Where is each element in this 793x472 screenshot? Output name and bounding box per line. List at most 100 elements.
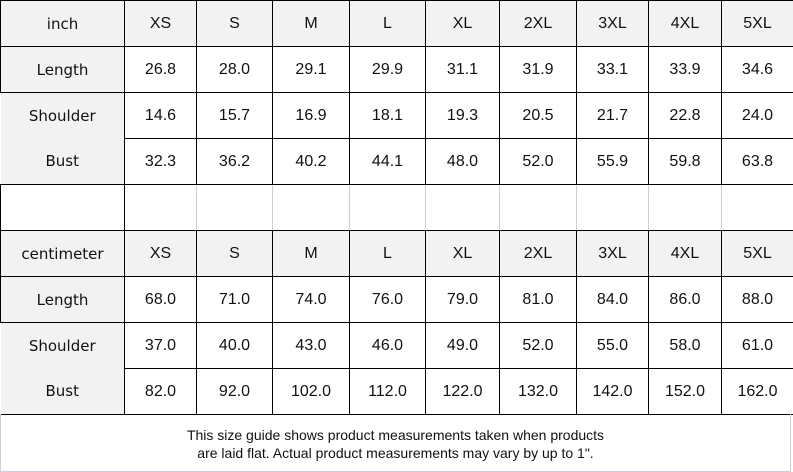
size-guide-note: This size guide shows product measuremen… xyxy=(0,414,791,472)
size-header: XL xyxy=(425,0,500,47)
empty-cell xyxy=(349,184,426,231)
measurement-cell: 15.7 xyxy=(196,92,273,139)
empty-cell xyxy=(272,184,350,231)
measurement-cell: 28.0 xyxy=(196,46,273,93)
measurement-cell: 63.8 xyxy=(721,138,793,185)
measurement-cell: 48.0 xyxy=(425,138,500,185)
measurement-cell: 40.2 xyxy=(272,138,350,185)
measurement-cell: 92.0 xyxy=(196,368,273,415)
measurement-cell: 84.0 xyxy=(576,276,649,323)
empty-cell xyxy=(499,184,577,231)
measurement-cell: 61.0 xyxy=(721,322,793,369)
measurement-cell: 132.0 xyxy=(499,368,577,415)
note-line-1: This size guide shows product measuremen… xyxy=(186,427,605,443)
measurement-cell: 71.0 xyxy=(196,276,273,323)
row-label: Shoulder xyxy=(0,92,125,139)
empty-cell xyxy=(0,184,125,231)
size-header: M xyxy=(272,230,350,277)
measurement-cell: 22.8 xyxy=(648,92,722,139)
empty-cell xyxy=(576,184,649,231)
measurement-cell: 68.0 xyxy=(124,276,197,323)
measurement-cell: 43.0 xyxy=(272,322,350,369)
measurement-cell: 142.0 xyxy=(576,368,649,415)
size-header: L xyxy=(349,0,426,47)
size-header: 4XL xyxy=(648,0,722,47)
measurement-cell: 34.6 xyxy=(721,46,793,93)
size-header: XS xyxy=(124,0,197,47)
measurement-cell: 82.0 xyxy=(124,368,197,415)
size-header: 5XL xyxy=(721,0,793,47)
row-label: Shoulder xyxy=(0,322,125,369)
measurement-cell: 33.1 xyxy=(576,46,649,93)
measurement-cell: 26.8 xyxy=(124,46,197,93)
size-header: XL xyxy=(425,230,500,277)
measurement-cell: 162.0 xyxy=(721,368,793,415)
size-header: XS xyxy=(124,230,197,277)
measurement-cell: 40.0 xyxy=(196,322,273,369)
measurement-cell: 44.1 xyxy=(349,138,426,185)
empty-cell xyxy=(648,184,722,231)
unit-label: centimeter xyxy=(0,230,125,277)
table-row: Length 68.0 71.0 74.0 76.0 79.0 81.0 84.0 86.0 88… xyxy=(0,276,793,323)
measurement-cell: 52.0 xyxy=(499,322,577,369)
measurement-cell: 74.0 xyxy=(272,276,350,323)
measurement-cell: 88.0 xyxy=(721,276,793,323)
measurement-cell: 16.9 xyxy=(272,92,350,139)
measurement-cell: 79.0 xyxy=(425,276,500,323)
empty-cell xyxy=(196,184,273,231)
table-row: Shoulder 37.0 40.0 43.0 46.0 49.0 52.0 55.0 58.0… xyxy=(0,322,793,369)
row-label: Bust xyxy=(0,138,125,185)
row-label: Length xyxy=(0,46,125,93)
size-header: S xyxy=(196,0,273,47)
measurement-cell: 102.0 xyxy=(272,368,350,415)
measurement-cell: 86.0 xyxy=(648,276,722,323)
measurement-cell: 36.2 xyxy=(196,138,273,185)
size-header: L xyxy=(349,230,426,277)
empty-cell xyxy=(721,184,793,231)
measurement-cell: 122.0 xyxy=(425,368,500,415)
measurement-cell: 55.0 xyxy=(576,322,649,369)
measurement-cell: 49.0 xyxy=(425,322,500,369)
table-row: Shoulder 14.6 15.7 16.9 18.1 19.3 20.5 21.7 22.8… xyxy=(0,92,793,139)
measurement-cell: 81.0 xyxy=(499,276,577,323)
measurement-cell: 152.0 xyxy=(648,368,722,415)
measurement-cell: 112.0 xyxy=(349,368,426,415)
measurement-cell: 24.0 xyxy=(721,92,793,139)
note-line-2: are laid flat. Actual product measuremen… xyxy=(197,445,594,461)
size-header: S xyxy=(196,230,273,277)
table-row: Bust 82.0 92.0 102.0 112.0 122.0 132.0 142.0 152… xyxy=(0,368,793,415)
measurement-cell: 31.9 xyxy=(499,46,577,93)
measurement-cell: 32.3 xyxy=(124,138,197,185)
measurement-cell: 29.1 xyxy=(272,46,350,93)
inch-table-header-row: inch XS S M L XL 2XL 3XL 4XL 5XL xyxy=(0,0,793,47)
size-header: 3XL xyxy=(576,230,649,277)
empty-cell xyxy=(124,184,197,231)
measurement-cell: 58.0 xyxy=(648,322,722,369)
measurement-cell: 19.3 xyxy=(425,92,500,139)
measurement-cell: 21.7 xyxy=(576,92,649,139)
size-chart-table: inch XS S M L XL 2XL 3XL 4XL 5XL Length 26.8 28.0 29.… xyxy=(0,0,793,415)
measurement-cell: 31.1 xyxy=(425,46,500,93)
measurement-cell: 59.8 xyxy=(648,138,722,185)
unit-label: inch xyxy=(0,0,125,47)
measurement-cell: 20.5 xyxy=(499,92,577,139)
measurement-cell: 18.1 xyxy=(349,92,426,139)
cm-table-header-row: centimeter XS S M L XL 2XL 3XL 4XL 5XL xyxy=(0,230,793,277)
measurement-cell: 55.9 xyxy=(576,138,649,185)
measurement-cell: 46.0 xyxy=(349,322,426,369)
size-header: 3XL xyxy=(576,0,649,47)
measurement-cell: 33.9 xyxy=(648,46,722,93)
measurement-cell: 52.0 xyxy=(499,138,577,185)
empty-cell xyxy=(425,184,500,231)
measurement-cell: 14.6 xyxy=(124,92,197,139)
size-header: M xyxy=(272,0,350,47)
row-label: Length xyxy=(0,276,125,323)
size-header: 5XL xyxy=(721,230,793,277)
size-header: 2XL xyxy=(499,230,577,277)
measurement-cell: 37.0 xyxy=(124,322,197,369)
measurement-cell: 76.0 xyxy=(349,276,426,323)
table-row: Bust 32.3 36.2 40.2 44.1 48.0 52.0 55.9 59.8 63.8 xyxy=(0,138,793,185)
size-header: 2XL xyxy=(499,0,577,47)
table-row: Length 26.8 28.0 29.1 29.9 31.1 31.9 33.1 33.9 34… xyxy=(0,46,793,93)
measurement-cell: 29.9 xyxy=(349,46,426,93)
